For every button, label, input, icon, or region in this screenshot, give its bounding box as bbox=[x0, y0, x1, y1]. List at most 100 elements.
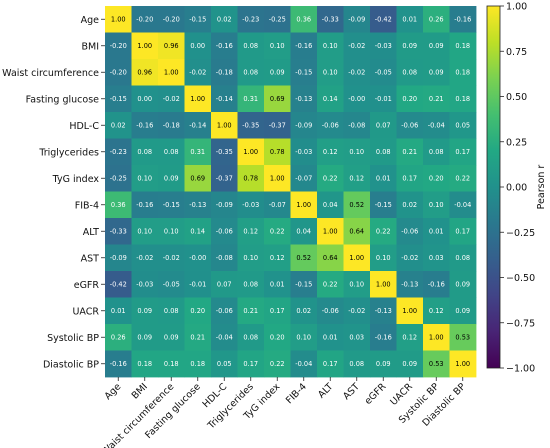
cell-value-label: -0.37 bbox=[216, 175, 233, 183]
heatmap-cell bbox=[396, 59, 424, 86]
heatmap-cell bbox=[131, 297, 159, 325]
cell-value-label: -0.09 bbox=[295, 122, 312, 130]
cell-value-label: -0.15 bbox=[375, 201, 392, 209]
heatmap-cell bbox=[211, 191, 238, 219]
heatmap-cells bbox=[105, 6, 477, 378]
heatmap-cell bbox=[184, 6, 212, 33]
heatmap-cell bbox=[211, 350, 238, 378]
cell-value-label: -0.35 bbox=[242, 122, 259, 130]
heatmap-cell bbox=[370, 6, 397, 33]
heatmap-cell bbox=[184, 32, 212, 60]
heatmap-cell bbox=[264, 324, 291, 351]
heatmap-cell bbox=[343, 165, 371, 192]
heatmap-cell bbox=[158, 350, 185, 378]
heatmap-cell bbox=[396, 138, 424, 166]
cell-value-label: -0.37 bbox=[269, 122, 286, 130]
heatmap-cell bbox=[343, 59, 371, 86]
heatmap-cell bbox=[317, 191, 344, 219]
cell-value-label: 0.07 bbox=[217, 281, 232, 289]
heatmap-cell bbox=[158, 59, 185, 86]
heatmap-cell bbox=[343, 324, 371, 351]
cell-value-label: 0.05 bbox=[455, 122, 470, 130]
heatmap-cell bbox=[264, 32, 291, 60]
heatmap-cell bbox=[370, 59, 397, 86]
heatmap-cell bbox=[343, 350, 371, 378]
cell-value-label: 0.09 bbox=[402, 42, 417, 50]
heatmap-cell bbox=[449, 6, 477, 33]
heatmap-cell bbox=[370, 165, 397, 192]
cell-value-label: -0.01 bbox=[375, 95, 392, 103]
heatmap-cell bbox=[317, 218, 344, 245]
cell-value-label: -0.20 bbox=[110, 69, 127, 77]
heatmap-cell bbox=[290, 271, 318, 298]
x-tick-label: BMI bbox=[130, 381, 150, 401]
heatmap-cell bbox=[131, 191, 159, 219]
cell-value-label: 1.00 bbox=[349, 254, 364, 262]
heatmap-cell bbox=[343, 112, 371, 139]
cell-value-label: 1.00 bbox=[243, 148, 258, 156]
cell-value-label: 0.18 bbox=[455, 95, 470, 103]
heatmap-cell bbox=[290, 324, 318, 351]
heatmap-cell bbox=[290, 112, 318, 139]
cell-value-label: 0.10 bbox=[323, 69, 338, 77]
cell-value-label: 0.22 bbox=[455, 175, 470, 183]
heatmap-cell bbox=[449, 350, 477, 378]
heatmap-cell bbox=[317, 297, 344, 325]
cell-value-label: -0.13 bbox=[295, 95, 312, 103]
heatmap-cell bbox=[317, 85, 344, 113]
cell-value-label: 0.14 bbox=[190, 228, 205, 236]
cell-value-label: 0.08 bbox=[455, 254, 470, 262]
heatmap-cell bbox=[343, 6, 371, 33]
heatmap-cell bbox=[317, 350, 344, 378]
cell-value-label: -0.08 bbox=[216, 254, 233, 262]
heatmap-cell bbox=[396, 85, 424, 113]
heatmap-cell bbox=[317, 6, 344, 33]
cell-value-label: 0.09 bbox=[270, 69, 285, 77]
heatmap-cell bbox=[370, 271, 397, 298]
cell-value-label: 0.20 bbox=[402, 95, 417, 103]
cell-value-label: 1.00 bbox=[455, 360, 470, 368]
heatmap-cell bbox=[290, 218, 318, 245]
colorbar-tick-label: 0.00 bbox=[506, 183, 527, 194]
cell-value-label: -0.15 bbox=[295, 69, 312, 77]
cell-value-label: 0.21 bbox=[190, 334, 205, 342]
colorbar-tick-label: 0.25 bbox=[506, 137, 527, 148]
cell-value-label: -0.06 bbox=[401, 122, 418, 130]
heatmap-cell bbox=[237, 112, 265, 139]
heatmap-cell bbox=[290, 165, 318, 192]
heatmap-cell bbox=[449, 85, 477, 113]
heatmap-cell bbox=[184, 165, 212, 192]
cell-value-label: 1.00 bbox=[111, 16, 126, 24]
cell-value-label: -0.16 bbox=[428, 281, 445, 289]
y-tick-label: BMI bbox=[81, 41, 99, 52]
colorbar-ticks: 1.00 0.75 0.50 0.25 0.00 −0.25 −0.50 −0.75 −1.00 bbox=[500, 2, 535, 375]
cell-value-label: 1.00 bbox=[429, 334, 444, 342]
cell-value-label: -0.09 bbox=[110, 254, 127, 262]
heatmap-cell bbox=[184, 218, 212, 245]
heatmap-cell bbox=[370, 138, 397, 166]
y-tick-label: Fasting glucose bbox=[26, 94, 99, 105]
heatmap-cell bbox=[131, 244, 159, 272]
cell-value-label: 0.36 bbox=[111, 201, 126, 209]
y-tick-label: FIB-4 bbox=[75, 200, 99, 211]
heatmap-cell bbox=[317, 165, 344, 192]
heatmap-cell bbox=[237, 244, 265, 272]
heatmap-cell bbox=[370, 244, 397, 272]
x-tick-label: ALT bbox=[316, 381, 335, 400]
heatmap-cell bbox=[131, 32, 159, 60]
heatmap-cell bbox=[158, 32, 185, 60]
cell-value-label: -0.23 bbox=[110, 148, 127, 156]
cell-value-label: 0.20 bbox=[429, 175, 444, 183]
cell-value-label: 0.03 bbox=[349, 334, 364, 342]
heatmap-cell bbox=[423, 297, 450, 325]
heatmap-cell bbox=[237, 297, 265, 325]
heatmap-cell bbox=[211, 32, 238, 60]
heatmap-cell bbox=[423, 59, 450, 86]
heatmap-cell bbox=[396, 165, 424, 192]
cell-value-label: 0.69 bbox=[190, 175, 205, 183]
heatmap-cell bbox=[105, 350, 132, 378]
heatmap-cell bbox=[211, 271, 238, 298]
heatmap-cell bbox=[158, 165, 185, 192]
cell-value-label: -0.14 bbox=[216, 95, 233, 103]
